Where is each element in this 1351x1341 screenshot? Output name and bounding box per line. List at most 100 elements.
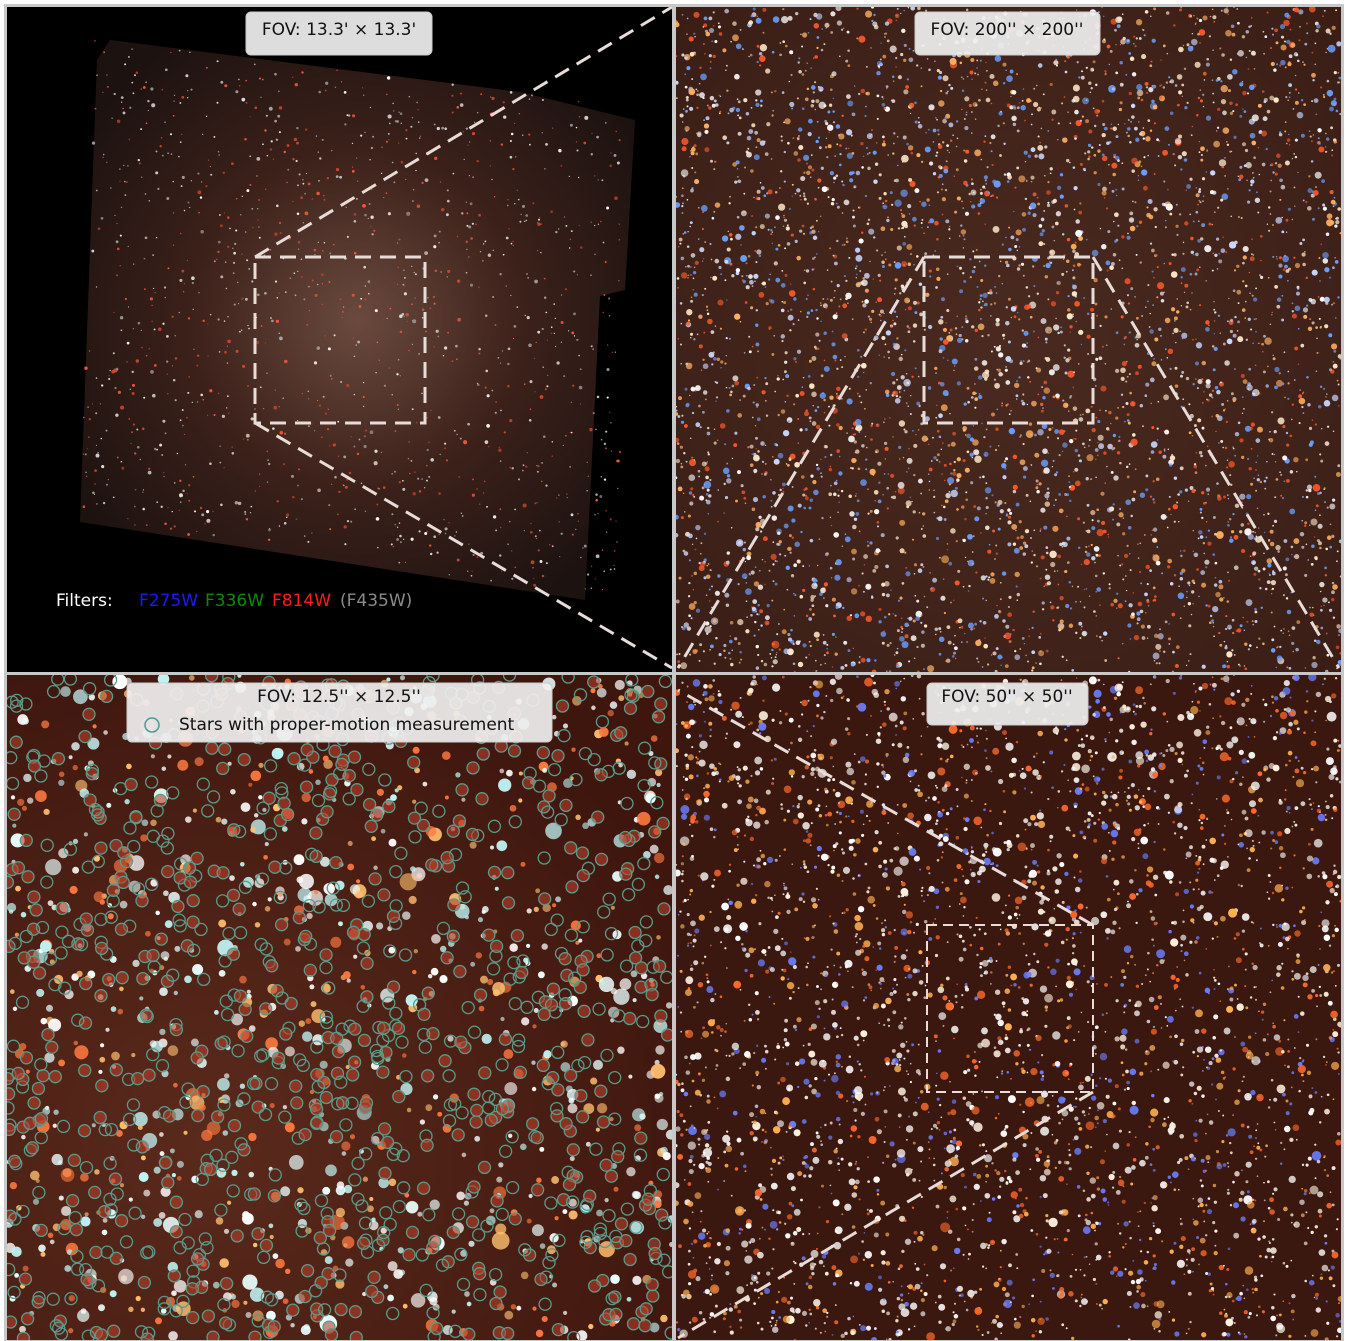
star xyxy=(852,215,855,219)
star xyxy=(1117,554,1119,557)
star xyxy=(936,237,939,241)
star xyxy=(755,89,762,96)
star xyxy=(872,569,877,573)
star xyxy=(346,478,349,481)
star xyxy=(383,196,385,199)
star xyxy=(1269,323,1272,326)
star xyxy=(108,375,110,377)
star xyxy=(885,393,890,398)
star xyxy=(410,459,413,462)
star xyxy=(458,475,461,478)
star xyxy=(805,297,808,301)
star xyxy=(801,45,804,48)
star xyxy=(1282,268,1286,271)
star xyxy=(780,409,786,414)
star xyxy=(313,361,318,365)
star xyxy=(996,604,998,607)
star xyxy=(476,556,479,559)
star xyxy=(1297,171,1299,174)
star xyxy=(511,467,514,470)
star xyxy=(964,517,967,521)
star xyxy=(713,662,716,665)
star xyxy=(322,194,325,197)
star xyxy=(456,358,458,361)
star xyxy=(1089,91,1092,94)
star xyxy=(824,119,828,123)
star xyxy=(121,101,123,103)
star xyxy=(1069,438,1074,444)
star xyxy=(486,424,490,428)
star xyxy=(1099,409,1102,412)
star xyxy=(689,156,691,158)
star xyxy=(1143,156,1146,159)
star xyxy=(1078,236,1083,241)
star xyxy=(1252,297,1258,302)
star xyxy=(202,319,205,323)
star xyxy=(304,193,306,195)
star xyxy=(872,474,875,476)
star xyxy=(835,124,841,129)
star xyxy=(1025,345,1028,349)
star xyxy=(690,574,694,577)
star xyxy=(687,274,690,277)
star xyxy=(749,53,753,57)
star xyxy=(975,639,982,647)
star xyxy=(816,347,820,351)
star xyxy=(1104,315,1108,319)
star xyxy=(198,211,201,214)
star xyxy=(1308,442,1313,447)
star xyxy=(695,152,699,156)
star xyxy=(779,488,782,492)
star xyxy=(120,460,123,463)
star xyxy=(726,247,731,252)
star xyxy=(997,527,1001,531)
star xyxy=(1298,394,1302,399)
star xyxy=(1126,235,1131,240)
star xyxy=(171,365,174,367)
star xyxy=(762,536,768,542)
star xyxy=(1313,639,1317,643)
star xyxy=(977,212,981,215)
star xyxy=(1336,379,1339,382)
star xyxy=(746,151,752,158)
star xyxy=(984,487,992,494)
star xyxy=(1024,544,1029,549)
star xyxy=(764,376,767,380)
star xyxy=(699,495,705,501)
star xyxy=(901,261,908,267)
star xyxy=(1337,464,1341,468)
star xyxy=(606,367,610,372)
star xyxy=(703,480,712,489)
star xyxy=(1312,190,1319,196)
star xyxy=(874,659,877,662)
star xyxy=(145,524,148,527)
star xyxy=(84,366,88,370)
star xyxy=(1054,498,1057,501)
star xyxy=(608,297,611,300)
star xyxy=(1019,459,1026,466)
star xyxy=(876,117,879,120)
star xyxy=(748,55,750,58)
star xyxy=(388,139,390,141)
star xyxy=(318,179,320,182)
star xyxy=(512,244,514,247)
star xyxy=(1066,313,1073,320)
star xyxy=(510,294,512,297)
star xyxy=(604,260,607,264)
star xyxy=(418,490,422,493)
star xyxy=(389,122,391,125)
star xyxy=(724,496,729,500)
star xyxy=(808,359,812,363)
star xyxy=(1280,59,1286,66)
star xyxy=(1110,18,1117,25)
star xyxy=(1279,131,1282,134)
star xyxy=(1146,637,1149,640)
star xyxy=(1276,257,1279,260)
star xyxy=(814,256,816,259)
star xyxy=(1231,649,1234,652)
star xyxy=(750,613,753,617)
star xyxy=(1288,54,1293,59)
star xyxy=(308,425,310,427)
star xyxy=(1126,544,1129,548)
star xyxy=(847,302,849,304)
